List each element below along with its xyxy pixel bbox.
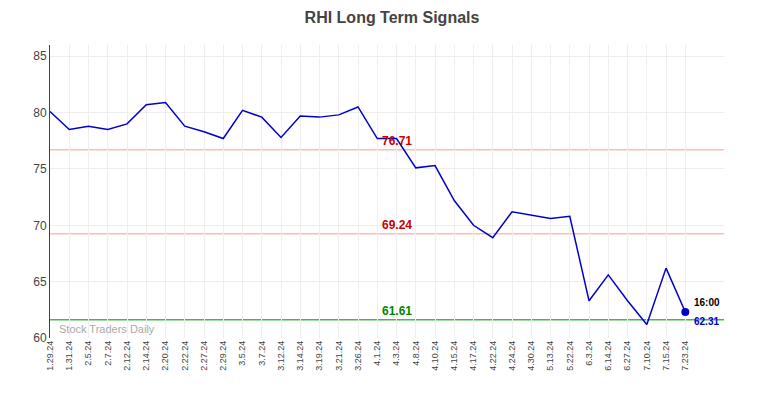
svg-text:62.31: 62.31 xyxy=(694,316,719,327)
svg-text:4.1.24: 4.1.24 xyxy=(372,341,382,366)
svg-text:7.23.24: 7.23.24 xyxy=(680,341,690,371)
svg-text:2.5.24: 2.5.24 xyxy=(83,341,93,366)
svg-text:76.71: 76.71 xyxy=(382,134,412,148)
svg-text:61.61: 61.61 xyxy=(382,304,412,318)
svg-text:4.15.24: 4.15.24 xyxy=(449,341,459,371)
svg-text:16:00: 16:00 xyxy=(694,297,720,308)
svg-text:3.12.24: 3.12.24 xyxy=(276,341,286,371)
svg-text:4.30.24: 4.30.24 xyxy=(526,341,536,371)
svg-text:3.26.24: 3.26.24 xyxy=(353,341,363,371)
svg-text:4.3.24: 4.3.24 xyxy=(391,341,401,366)
svg-text:6.3.24: 6.3.24 xyxy=(584,341,594,366)
svg-text:1.31.24: 1.31.24 xyxy=(64,341,74,371)
svg-text:6.14.24: 6.14.24 xyxy=(603,341,613,371)
svg-text:3.19.24: 3.19.24 xyxy=(314,341,324,371)
svg-text:Stock Traders Daily: Stock Traders Daily xyxy=(59,323,155,335)
svg-text:70: 70 xyxy=(33,219,47,233)
svg-text:60: 60 xyxy=(33,331,47,345)
svg-text:3.5.24: 3.5.24 xyxy=(237,341,247,366)
svg-text:4.10.24: 4.10.24 xyxy=(430,341,440,371)
svg-text:75: 75 xyxy=(33,162,47,176)
svg-text:2.22.24: 2.22.24 xyxy=(180,341,190,371)
svg-text:RHI Long Term Signals: RHI Long Term Signals xyxy=(305,9,480,26)
svg-text:85: 85 xyxy=(33,49,47,63)
svg-text:4.17.24: 4.17.24 xyxy=(468,341,478,371)
svg-text:2.27.24: 2.27.24 xyxy=(199,341,209,371)
svg-text:5.13.24: 5.13.24 xyxy=(545,341,555,371)
svg-text:5.22.24: 5.22.24 xyxy=(565,341,575,371)
svg-text:4.8.24: 4.8.24 xyxy=(411,341,421,366)
svg-text:2.29.24: 2.29.24 xyxy=(218,341,228,371)
svg-text:3.21.24: 3.21.24 xyxy=(334,341,344,371)
svg-text:3.14.24: 3.14.24 xyxy=(295,341,305,371)
svg-text:1.29.24: 1.29.24 xyxy=(45,341,55,371)
svg-text:7.10.24: 7.10.24 xyxy=(642,341,652,371)
svg-text:4.22.24: 4.22.24 xyxy=(488,341,498,371)
svg-text:69.24: 69.24 xyxy=(382,218,412,232)
svg-text:2.20.24: 2.20.24 xyxy=(160,341,170,371)
svg-text:2.7.24: 2.7.24 xyxy=(103,341,113,366)
svg-text:3.7.24: 3.7.24 xyxy=(257,341,267,366)
svg-text:4.24.24: 4.24.24 xyxy=(507,341,517,371)
svg-text:7.15.24: 7.15.24 xyxy=(661,341,671,371)
svg-text:6.27.24: 6.27.24 xyxy=(622,341,632,371)
svg-text:2.12.24: 2.12.24 xyxy=(122,341,132,371)
svg-text:2.14.24: 2.14.24 xyxy=(141,341,151,371)
svg-text:65: 65 xyxy=(33,275,47,289)
svg-text:80: 80 xyxy=(33,106,47,120)
